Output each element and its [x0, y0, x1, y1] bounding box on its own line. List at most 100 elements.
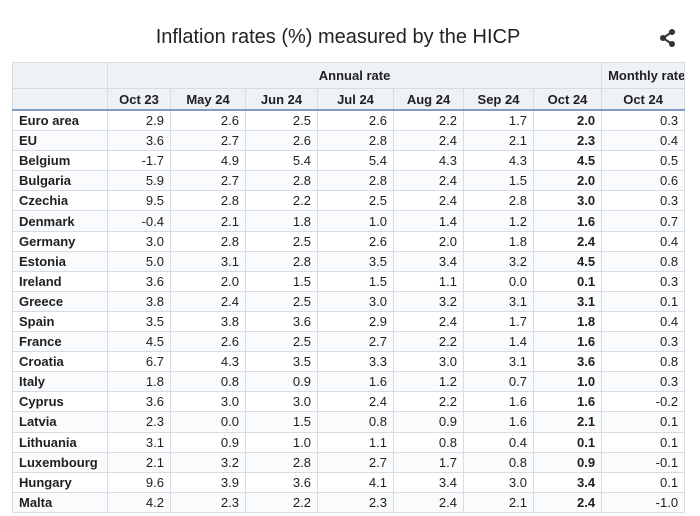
cell: 4.3 [393, 150, 464, 172]
cell: 1.6 [317, 371, 394, 393]
cell: 3.5 [317, 250, 394, 272]
cell: 0.7 [601, 210, 686, 232]
cell: 2.9 [107, 109, 171, 132]
cell: 0.1 [532, 270, 603, 292]
row-label: Greece [12, 290, 108, 312]
cell: 3.3 [317, 351, 394, 373]
cell: 0.9 [393, 411, 464, 433]
corner [12, 88, 108, 111]
cell: 0.3 [601, 331, 686, 353]
cell: 2.7 [170, 170, 246, 192]
column-header: Jul 24 [317, 88, 394, 111]
cell: 2.4 [393, 310, 464, 333]
cell: 2.0 [532, 109, 603, 132]
cell: 0.3 [601, 109, 686, 132]
column-header: Oct 24 [532, 88, 603, 111]
cell: 1.5 [317, 270, 394, 292]
table-row: Euro area 2.9 2.6 2.5 2.6 2.2 1.7 2.0 0.3 [12, 109, 686, 132]
cell: 3.1 [170, 250, 246, 272]
cell: 0.1 [601, 411, 686, 433]
cell: 3.5 [245, 351, 318, 373]
cell: 2.6 [317, 109, 394, 132]
cell: 2.6 [317, 230, 394, 252]
cell: 5.9 [107, 170, 171, 192]
cell: 2.8 [463, 190, 534, 212]
cell: 2.8 [245, 451, 318, 473]
table-row: Malta 4.2 2.3 2.2 2.3 2.4 2.1 2.4 -1.0 [12, 491, 686, 513]
row-label: Malta [12, 491, 108, 513]
cell: 2.1 [532, 411, 603, 433]
cell: 1.4 [393, 210, 464, 232]
cell: 1.0 [245, 431, 318, 453]
column-header: Oct 24 [601, 88, 686, 111]
table-row: Lithuania 3.1 0.9 1.0 1.1 0.8 0.4 0.1 0.1 [12, 431, 686, 453]
cell: 2.1 [170, 210, 246, 232]
cell: 2.4 [317, 391, 394, 413]
cell: 4.5 [532, 150, 603, 172]
cell: 1.5 [245, 270, 318, 292]
cell: 1.5 [463, 170, 534, 192]
cell: 0.4 [463, 431, 534, 453]
cell: 2.2 [245, 190, 318, 212]
cell: 6.7 [107, 351, 171, 373]
row-label: Lithuania [12, 431, 108, 453]
cell: 4.3 [463, 150, 534, 172]
table-row: Belgium -1.7 4.9 5.4 5.4 4.3 4.3 4.5 0.5 [12, 150, 686, 172]
cell: 2.8 [317, 170, 394, 192]
cell: 2.2 [393, 331, 464, 353]
cell: 1.0 [317, 210, 394, 232]
cell: 2.1 [463, 491, 534, 513]
cell: 2.7 [170, 130, 246, 152]
cell: 1.2 [393, 371, 464, 393]
cell: 0.8 [170, 371, 246, 393]
cell: 3.1 [463, 351, 534, 373]
row-label: Hungary [12, 471, 108, 493]
cell: 0.1 [532, 431, 603, 453]
table-row: Estonia 5.0 3.1 2.8 3.5 3.4 3.2 4.5 0.8 [12, 250, 686, 272]
share-icon[interactable] [658, 28, 678, 48]
cell: 2.7 [317, 451, 394, 473]
cell: 3.9 [170, 471, 246, 493]
cell: 2.5 [317, 190, 394, 212]
row-label: Germany [12, 230, 108, 252]
cell: -1.7 [107, 150, 171, 172]
cell: 1.4 [463, 331, 534, 353]
cell: 2.9 [317, 310, 394, 333]
cell: 1.5 [245, 411, 318, 433]
cell: 3.4 [393, 250, 464, 272]
row-label: Estonia [12, 250, 108, 272]
cell: 4.2 [107, 491, 171, 513]
row-label: Spain [12, 310, 108, 333]
row-label: Bulgaria [12, 170, 108, 192]
table-row: Ireland 3.6 2.0 1.5 1.5 1.1 0.0 0.1 0.3 [12, 270, 686, 292]
cell: 0.8 [393, 431, 464, 453]
cell: 2.8 [245, 170, 318, 192]
cell: 4.5 [107, 331, 171, 353]
row-label: Euro area [12, 109, 108, 132]
row-label: Croatia [12, 351, 108, 373]
group-header: Annual rate [106, 62, 603, 89]
cell: 3.2 [170, 451, 246, 473]
cell: 2.7 [317, 331, 394, 353]
table-row: Spain 3.5 3.8 3.6 2.9 2.4 1.7 1.8 0.4 [12, 310, 686, 333]
cell: 0.8 [317, 411, 394, 433]
cell: 3.1 [463, 290, 534, 312]
cell: 0.8 [601, 250, 686, 272]
row-label: France [12, 331, 108, 353]
row-label: Italy [12, 371, 108, 393]
cell: 2.5 [245, 230, 318, 252]
cell: 1.6 [463, 391, 534, 413]
cell: 3.6 [107, 391, 171, 413]
cell: 3.6 [245, 310, 318, 333]
cell: 3.8 [107, 290, 171, 312]
row-label: Czechia [12, 190, 108, 212]
table-row: Hungary 9.6 3.9 3.6 4.1 3.4 3.0 3.4 0.1 [12, 471, 686, 493]
cell: 2.8 [170, 190, 246, 212]
table-row: Italy 1.8 0.8 0.9 1.6 1.2 0.7 1.0 0.3 [12, 371, 686, 393]
row-label: EU [12, 130, 108, 152]
cell: 3.0 [107, 230, 171, 252]
cell: 2.2 [393, 109, 464, 132]
cell: 1.6 [463, 411, 534, 433]
cell: 3.2 [463, 250, 534, 272]
table-row: Croatia 6.7 4.3 3.5 3.3 3.0 3.1 3.6 0.8 [12, 351, 686, 373]
